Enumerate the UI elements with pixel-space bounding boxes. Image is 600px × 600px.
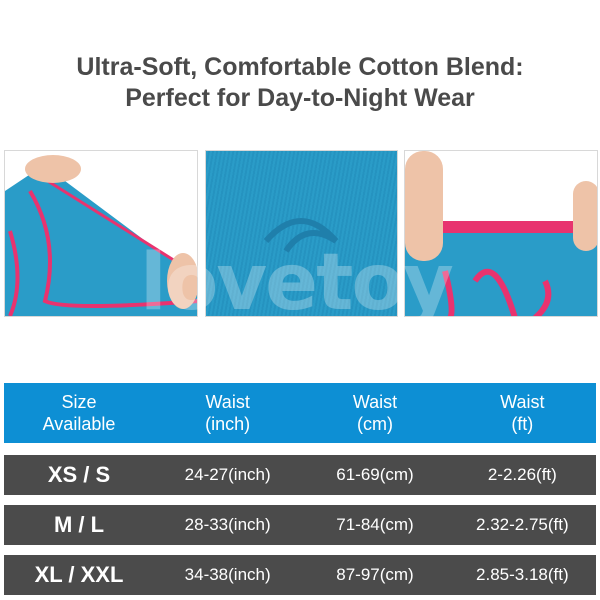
photo-fabric-swirl	[205, 150, 398, 317]
page-title: Ultra-Soft, Comfortable Cotton Blend: Pe…	[76, 53, 524, 112]
header-size: Size Available	[42, 392, 116, 434]
table-row: XL / XXL 34-38(inch) 87-97(cm) 2.85-3.18…	[4, 555, 596, 595]
table-row: XS / S 24-27(inch) 61-69(cm) 2-2.26(ft)	[4, 455, 596, 495]
table-row: M / L 28-33(inch) 71-84(cm) 2.32-2.75(ft…	[4, 505, 596, 545]
header-waist-cm: Waist (cm)	[352, 392, 398, 434]
size-table-header: Size Available Waist (inch) Waist (cm) Wais…	[4, 383, 596, 443]
watermark-logo: lovetoy	[140, 238, 454, 328]
header-waist-inch: Waist (inch)	[205, 392, 251, 434]
header-waist-ft: Waist (ft)	[500, 392, 545, 434]
photo-waistband-pink	[404, 150, 598, 317]
photo-waistband-stretch	[4, 150, 198, 317]
